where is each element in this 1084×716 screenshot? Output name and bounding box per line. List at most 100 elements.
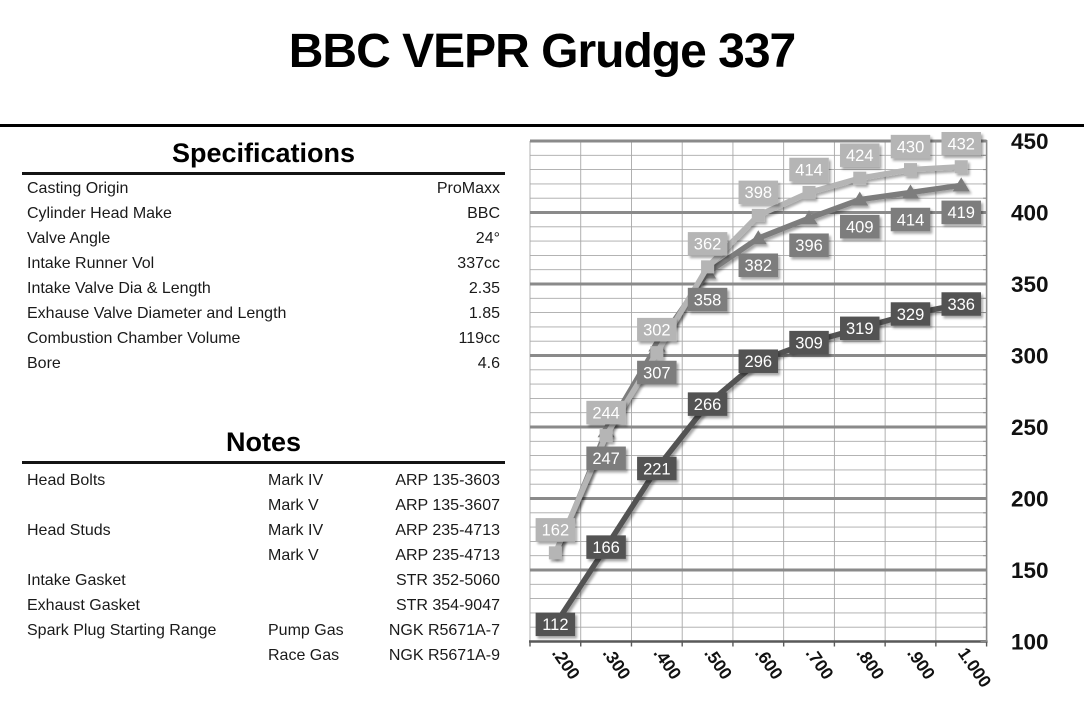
spec-row: Valve Angle 24° bbox=[22, 226, 505, 251]
data-label: 307 bbox=[643, 364, 671, 382]
data-label: 247 bbox=[592, 450, 620, 468]
square-marker bbox=[853, 171, 867, 185]
square-marker bbox=[548, 546, 562, 560]
data-label-box bbox=[789, 157, 829, 182]
spec-label: Casting Origin bbox=[27, 180, 129, 197]
y-axis-labels: 450 400 350 300 250 200 150 100 bbox=[1011, 129, 1049, 655]
triangle-marker bbox=[851, 191, 869, 206]
data-label: 358 bbox=[694, 291, 722, 309]
notes-header: Notes bbox=[225, 427, 301, 457]
note-row: Head Bolts Mark IV ARP 135-3603 bbox=[22, 468, 505, 493]
data-label-box bbox=[890, 134, 931, 159]
y-tick-label: 350 bbox=[1011, 272, 1049, 297]
data-label: 112 bbox=[542, 616, 568, 634]
note-item: Head Bolts bbox=[27, 472, 106, 489]
spec-label: Valve Angle bbox=[27, 230, 111, 247]
data-label: 432 bbox=[947, 136, 975, 154]
data-label-box bbox=[941, 131, 981, 156]
x-tick-label: .700 bbox=[802, 644, 838, 684]
labels-flow-light-gray-squares: 162 244 302 362 398 414 424 430 432 bbox=[535, 131, 981, 542]
y-tick-label: 100 bbox=[1011, 630, 1049, 655]
data-label-box bbox=[687, 287, 728, 312]
data-label: 162 bbox=[542, 522, 570, 540]
data-label-box bbox=[890, 207, 931, 232]
data-label-box bbox=[840, 143, 880, 167]
square-marker bbox=[701, 260, 715, 274]
data-label: 398 bbox=[745, 184, 773, 202]
data-label: 296 bbox=[745, 353, 773, 371]
square-marker bbox=[599, 429, 613, 443]
spec-row: Bore 4.6 bbox=[22, 351, 505, 376]
note-row: Exhaust Gasket STR 354-9047 bbox=[22, 593, 505, 618]
data-label-box bbox=[789, 233, 829, 257]
square-marker bbox=[904, 163, 917, 177]
data-label: 424 bbox=[846, 147, 874, 165]
square-marker bbox=[650, 346, 664, 360]
data-label: 336 bbox=[947, 296, 975, 314]
note-row: Intake Gasket STR 352-5060 bbox=[22, 568, 505, 593]
data-label: 309 bbox=[795, 334, 823, 352]
notes-section: Notes Head Bolts Mark IV ARP 135-3603 Mark… bbox=[22, 426, 505, 668]
x-tick-label: .500 bbox=[700, 644, 736, 684]
data-label: 302 bbox=[643, 321, 671, 339]
note-part: ARP 235-4713 bbox=[395, 522, 500, 539]
labels-flow-medium-gray-triangles: 247 307 358 382 396 409 414 419 bbox=[586, 200, 981, 471]
y-tick-label: 450 bbox=[1011, 129, 1049, 154]
note-row: Head Studs Mark IV ARP 235-4713 bbox=[22, 518, 505, 543]
data-label-box bbox=[840, 214, 880, 239]
x-tick-label: .800 bbox=[852, 644, 888, 684]
note-part: NGK R5671A-9 bbox=[388, 647, 500, 664]
y-tick-label: 400 bbox=[1011, 201, 1049, 226]
spec-row: Cylinder Head Make BBC bbox=[22, 201, 505, 226]
data-label-box bbox=[941, 200, 981, 225]
data-label: 382 bbox=[745, 257, 773, 275]
data-label-box bbox=[637, 317, 677, 342]
specifications-rows: Casting Origin ProMaxx Cylinder Head Make… bbox=[22, 176, 505, 376]
spec-row: Casting Origin ProMaxx bbox=[22, 176, 505, 201]
note-variant: Mark V bbox=[268, 547, 319, 564]
note-row: Mark V ARP 235-4713 bbox=[22, 543, 505, 568]
spec-row: Combustion Chamber Volume 119cc bbox=[22, 326, 505, 351]
x-tick-label: .600 bbox=[751, 644, 787, 684]
labels-flow-dark-gray: 112 166 221 266 296 309 319 329 336 bbox=[535, 292, 981, 637]
data-label: 329 bbox=[897, 306, 925, 324]
square-marker bbox=[751, 208, 765, 222]
data-label: 414 bbox=[795, 161, 823, 179]
spec-label: Intake Valve Dia & Length bbox=[27, 280, 211, 297]
spec-label: Cylinder Head Make bbox=[27, 205, 172, 222]
y-tick-label: 200 bbox=[1011, 487, 1049, 512]
note-part: ARP 135-3607 bbox=[395, 497, 500, 514]
note-item: Head Studs bbox=[27, 522, 111, 539]
spec-value: BBC bbox=[467, 205, 500, 222]
spec-value: ProMaxx bbox=[436, 180, 500, 197]
data-label: 419 bbox=[947, 204, 975, 222]
spec-value: 337cc bbox=[457, 255, 500, 272]
note-variant: Pump Gas bbox=[268, 622, 344, 639]
data-label: 414 bbox=[897, 211, 925, 229]
triangle-marker bbox=[952, 177, 970, 192]
note-variant: Mark V bbox=[268, 497, 319, 514]
spec-value: 1.85 bbox=[468, 305, 500, 322]
y-tick-label: 300 bbox=[1011, 344, 1049, 369]
spec-row: Intake Runner Vol 337cc bbox=[22, 251, 505, 276]
note-part: STR 354-9047 bbox=[395, 597, 500, 614]
data-label: 166 bbox=[592, 539, 620, 557]
y-tick-label: 250 bbox=[1011, 415, 1049, 440]
x-tick-label: .400 bbox=[650, 644, 686, 684]
note-row: Race Gas NGK R5671A-9 bbox=[22, 643, 505, 668]
data-label-box bbox=[687, 232, 728, 256]
note-part: ARP 235-4713 bbox=[395, 547, 500, 564]
note-part: ARP 135-3603 bbox=[395, 472, 500, 489]
note-variant: Mark IV bbox=[268, 522, 324, 539]
y-tick-label: 150 bbox=[1011, 558, 1049, 583]
data-label-box bbox=[890, 302, 931, 326]
x-axis-labels: .200 .300 .400 .500 .600 .700 .800 .900 1.000 bbox=[548, 644, 996, 692]
data-label-box bbox=[637, 360, 677, 385]
x-tick-label: .900 bbox=[903, 644, 939, 684]
note-variant: Mark IV bbox=[268, 472, 324, 489]
data-label-box bbox=[687, 392, 728, 416]
data-label: 409 bbox=[846, 218, 874, 236]
data-label-box bbox=[840, 316, 880, 341]
triangle-marker bbox=[749, 230, 767, 245]
